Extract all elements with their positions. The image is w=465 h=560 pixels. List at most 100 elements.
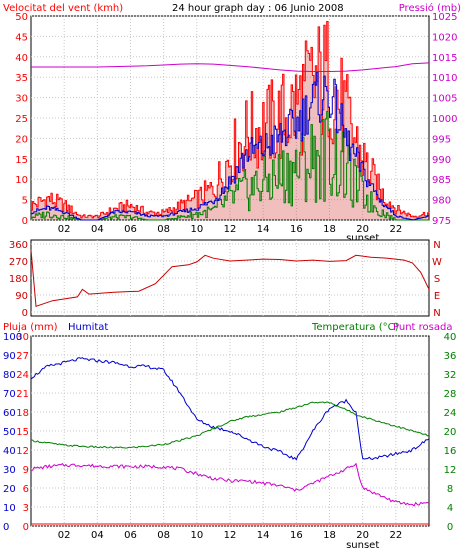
pressure-y-tick-label: 995	[432, 134, 451, 145]
temp-x-tick-label: 06	[124, 530, 137, 541]
temp-x-tick-label: 16	[290, 530, 303, 541]
wind-y-tick-label: 20	[15, 134, 28, 145]
pressure-y-tick-label: 975	[432, 216, 451, 227]
temp-x-tick-label: 02	[58, 530, 71, 541]
wind-x-tick-labels: 02 04 06 08 10 12 14 16 18 20 22	[58, 224, 402, 235]
wind-x-tick-label: 20	[356, 224, 369, 235]
compass-label: S	[434, 274, 440, 285]
pressure-line	[31, 62, 430, 72]
temp-x-tick-label: 20	[356, 530, 369, 541]
temp-x-tick-label: 14	[257, 530, 270, 541]
temp-x-tick-label: 04	[91, 530, 104, 541]
temp-x-tick-label: 18	[323, 530, 336, 541]
pressure-y-tick-labels: 975 980 985 990 995 1000 1005 1010 1015 1020 1025	[432, 12, 457, 227]
direction-y-tick-label: 360	[9, 240, 28, 251]
temperature-y-tick-label: 16	[444, 446, 457, 457]
rain-y-tick-label: 3	[23, 503, 29, 514]
temperature-line	[30, 401, 430, 449]
temp-x-tick-label: 12	[224, 530, 237, 541]
wind-series	[31, 21, 430, 221]
wind-y-tick-label: 30	[15, 94, 28, 105]
wind-axis-title: Velocitat del vent (kmh)	[3, 3, 123, 14]
dewpoint-line	[30, 462, 430, 507]
humidity-y-tick-label: 40	[3, 446, 16, 457]
temp-x-tick-labels: 02 04 06 08 10 12 14 16 18 20 22	[58, 530, 402, 541]
rain-y-tick-label: 15	[16, 427, 29, 438]
wind-y-tick-label: 50	[15, 12, 28, 23]
humidity-y-tick-labels: 0 10 20 30 40 50 60 70 80 90 100	[3, 332, 22, 533]
humidity-y-tick-label: 20	[3, 484, 16, 495]
direction-y-tick-label: 0	[22, 308, 28, 319]
pressure-y-tick-label: 980	[432, 196, 451, 207]
wind-y-tick-label: 45	[15, 32, 28, 43]
temperature-y-tick-label: 0	[447, 522, 453, 533]
humidity-y-tick-label: 70	[3, 389, 16, 400]
humidity-y-tick-label: 100	[3, 332, 22, 343]
wind-speed-line	[31, 110, 429, 221]
wind-y-tick-label: 35	[15, 73, 28, 84]
wind-direction-line	[30, 249, 430, 307]
humidity-line	[30, 357, 430, 461]
chart-title: 24 hour graph day : 06 Junio 2008	[172, 3, 344, 14]
temperature-y-tick-label: 28	[444, 389, 457, 400]
pressure-y-tick-label: 1005	[432, 94, 457, 105]
wind-y-tick-label: 0	[22, 216, 28, 227]
temperature-y-tick-label: 4	[447, 503, 453, 514]
wind-x-tick-label: 18	[323, 224, 336, 235]
temperature-y-tick-label: 24	[444, 408, 457, 419]
humidity-y-tick-label: 50	[3, 427, 16, 438]
temperature-y-tick-label: 20	[444, 427, 457, 438]
sunset-label-bottom: sunset	[346, 540, 379, 551]
temperature-y-tick-label: 36	[444, 351, 457, 362]
wind-y-tick-label: 10	[15, 175, 28, 186]
direction-y-tick-label: 270	[9, 257, 28, 268]
pressure-y-tick-label: 1000	[432, 114, 457, 125]
pressure-y-tick-label: 990	[432, 155, 451, 166]
temp-x-tick-label: 08	[157, 530, 170, 541]
direction-y-tick-label: 90	[15, 291, 28, 302]
wind-pressure-panel: Velocitat del vent (kmh) 24 hour graph d…	[3, 2, 461, 244]
compass-label: W	[432, 257, 442, 268]
rain-y-tick-label: 24	[16, 370, 29, 381]
temp-x-tick-label: 22	[389, 530, 402, 541]
humidity-axis-title: Humitat	[68, 322, 108, 333]
rain-y-tick-label: 0	[23, 522, 29, 533]
temperature-axis-title: Temperatura (°C)	[311, 322, 399, 333]
wind-x-tick-label: 22	[389, 224, 402, 235]
wind-gust-line	[31, 21, 430, 219]
rain-y-tick-label: 21	[16, 389, 29, 400]
temperature-y-tick-label: 32	[444, 370, 457, 381]
pressure-y-tick-label: 1020	[432, 32, 457, 43]
direction-series	[30, 249, 430, 307]
temp-grid	[31, 335, 429, 527]
temperature-y-tick-labels: 0 4 8 12 16 20 24 28 32 36 40	[444, 332, 457, 533]
sunset-label-top: sunset	[346, 233, 379, 244]
wind-y-tick-label: 15	[15, 155, 28, 166]
compass-label: E	[434, 291, 440, 302]
wind-x-tick-label: 08	[157, 224, 170, 235]
rain-y-tick-label: 30	[16, 332, 29, 343]
rain-y-tick-labels: 0 3 6 9 12 15 18 21 24 27 30	[16, 332, 29, 533]
temp-x-tick-label: 10	[190, 530, 203, 541]
direction-y-tick-label: 180	[9, 274, 28, 285]
dewpoint-axis-title: Punt rosada	[393, 322, 452, 333]
pressure-y-tick-label: 1025	[432, 12, 457, 23]
rain-y-tick-label: 6	[23, 484, 29, 495]
wind-x-tick-label: 14	[257, 224, 270, 235]
compass-label: N	[433, 308, 440, 319]
humidity-y-tick-label: 30	[3, 465, 16, 476]
rain-y-tick-label: 27	[16, 351, 29, 362]
humidity-y-tick-label: 10	[3, 503, 16, 514]
wind-y-tick-label: 25	[15, 114, 28, 125]
wind-y-tick-labels: 0 5 10 15 20 25 30 35 40 45 50	[15, 12, 28, 227]
direction-y-tick-labels: 360 270 180 90 0	[9, 240, 28, 319]
rain-axis-title: Pluja (mm)	[3, 322, 58, 333]
humidity-y-tick-label: 60	[3, 408, 16, 419]
temp-humidity-panel: Pluja (mm) Humitat Temperatura (°C) Punt…	[3, 322, 456, 551]
wind-x-tick-label: 04	[91, 224, 104, 235]
rain-y-tick-label: 12	[16, 446, 29, 457]
